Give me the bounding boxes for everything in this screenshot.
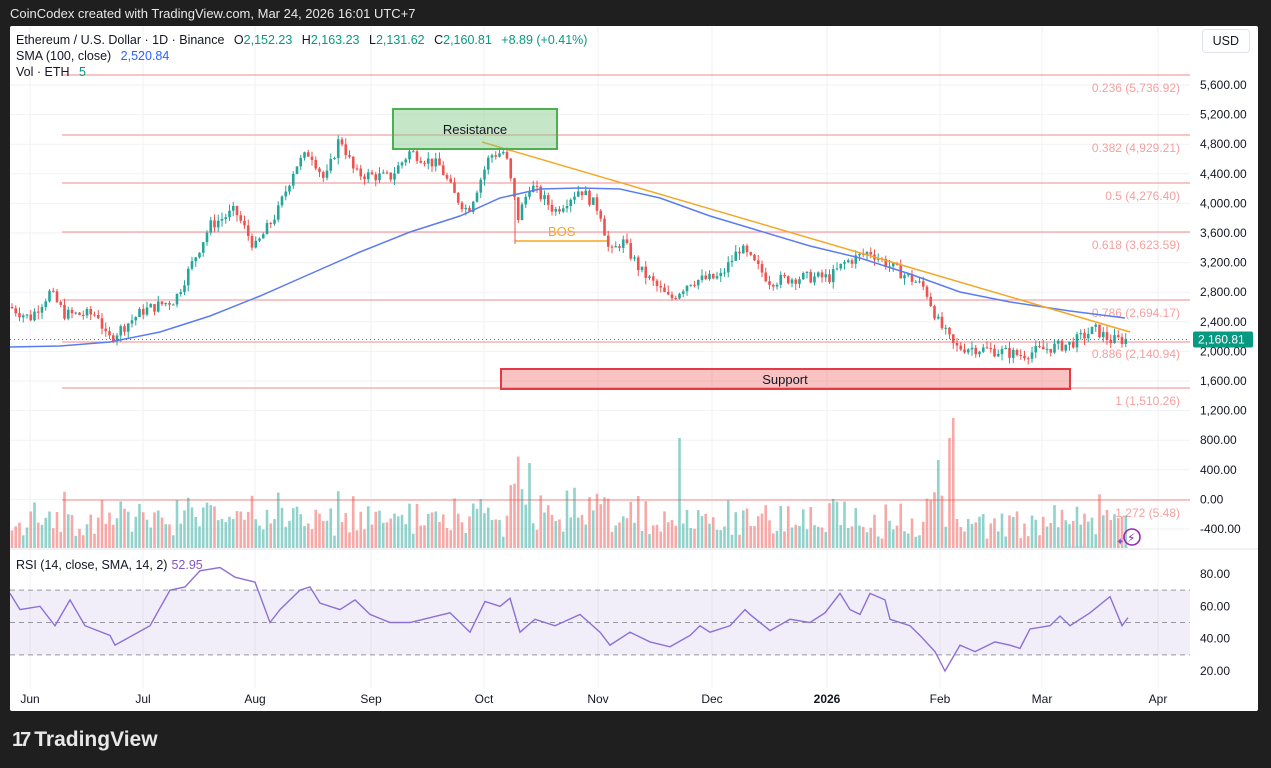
resistance-label: Resistance	[443, 122, 507, 137]
fib-level-label: 1.272 (5.48)	[1115, 506, 1180, 520]
price-axis-label: 400.00	[1200, 463, 1237, 477]
bos-label[interactable]: BOS	[548, 224, 576, 239]
time-axis-label: 2026	[814, 692, 841, 706]
fib-level-label: 0.382 (4,929.21)	[1092, 141, 1180, 155]
time-axis-label: Dec	[701, 692, 722, 706]
tradingview-logo-icon: 17	[12, 728, 31, 751]
price-chart-canvas[interactable]: 5,600.00 5,200.00 4,800.00 4,400.00 4,000.00…	[10, 26, 1258, 711]
time-axis-label: Aug	[244, 692, 265, 706]
time-axis-label: Oct	[475, 692, 494, 706]
rsi-axis-label: 40.00	[1200, 632, 1230, 646]
fib-level-label: 0.786 (2,694.17)	[1092, 306, 1180, 320]
rsi-axis-label: 80.00	[1200, 567, 1230, 581]
price-axis-label: 1,200.00	[1200, 404, 1247, 418]
tradingview-brand: 17 TradingView	[12, 728, 158, 752]
price-axis-label: 3,600.00	[1200, 226, 1247, 240]
price-axis-label: -400.00	[1200, 522, 1241, 536]
chart-caption: CoinCodex created with TradingView.com, …	[10, 6, 416, 21]
price-axis-label: 2,800.00	[1200, 285, 1247, 299]
sma-row[interactable]: SMA (100, close) 2,520.84	[16, 49, 170, 63]
support-zone[interactable]	[500, 368, 1071, 390]
high-value: 2,163.23	[310, 33, 360, 47]
rsi-axis-label: 20.00	[1200, 664, 1230, 678]
symbol-title[interactable]: Ethereum / U.S. Dollar · 1D · Binance	[16, 33, 225, 47]
chart-panel[interactable]: Ethereum / U.S. Dollar · 1D · Binance O2…	[10, 26, 1258, 711]
time-axis-label: Apr	[1149, 692, 1168, 706]
rsi-legend[interactable]: RSI (14, close, SMA, 14, 2) 52.95	[16, 558, 203, 572]
svg-text:⚡: ⚡	[1127, 531, 1135, 545]
price-axis-label: 4,000.00	[1200, 196, 1247, 210]
fib-level-label: 0.886 (2,140.94)	[1092, 347, 1180, 361]
fib-level-label: 0.5 (4,276.40)	[1105, 189, 1180, 203]
fib-level-label: 0.618 (3,623.59)	[1092, 238, 1180, 252]
price-axis-label: 4,800.00	[1200, 137, 1247, 151]
currency-button[interactable]: USD	[1201, 29, 1250, 53]
fib-level-label: 0.236 (5,736.92)	[1092, 81, 1180, 95]
support-label: Support	[762, 372, 808, 387]
price-axis-label: 5,200.00	[1200, 108, 1247, 122]
rsi-axis-label: 60.00	[1200, 599, 1230, 613]
close-value: 2,160.81	[443, 33, 492, 47]
ohlc-row: Ethereum / U.S. Dollar · 1D · Binance O2…	[16, 33, 588, 47]
svg-text:✦: ✦	[1116, 537, 1124, 548]
price-axis-label: 800.00	[1200, 433, 1237, 447]
ai-assistant-icon[interactable]: ⚡✦	[1116, 528, 1141, 548]
open-value: 2,152.23	[243, 33, 293, 47]
time-axis-label: Feb	[930, 692, 951, 706]
sma-value: 2,520.84	[120, 49, 170, 63]
price-axis-label: 0.00	[1200, 492, 1224, 506]
brand-name: TradingView	[34, 728, 158, 751]
rsi-value: 52.95	[171, 558, 203, 572]
price-axis-label: 1,600.00	[1200, 374, 1247, 388]
time-axis-label: Jul	[135, 692, 150, 706]
change-value: +8.89 (+0.41%)	[501, 33, 588, 47]
time-axis-label: Nov	[587, 692, 608, 706]
price-axis-label: 2,000.00	[1200, 344, 1247, 358]
resistance-zone[interactable]	[392, 108, 558, 150]
price-axis-label: 4,400.00	[1200, 167, 1247, 181]
fib-level-label: 1 (1,510.26)	[1115, 394, 1180, 408]
time-axis-label: Sep	[360, 692, 382, 706]
price-axis-label: 5,600.00	[1200, 78, 1247, 92]
low-value: 2,131.62	[375, 33, 425, 47]
volume-value: 5	[78, 65, 86, 79]
last-price-badge: 2,160.81	[10, 331, 1253, 348]
volume-row[interactable]: Vol · ETH 5	[16, 65, 86, 79]
series-legend: Ethereum / U.S. Dollar · 1D · Binance O2…	[16, 32, 587, 80]
price-axis-label: 2,400.00	[1200, 315, 1247, 329]
price-axis-label: 3,200.00	[1200, 256, 1247, 270]
time-axis-label: Jun	[20, 692, 39, 706]
svg-text:2,160.81: 2,160.81	[1198, 333, 1245, 347]
time-axis-label: Mar	[1032, 692, 1053, 706]
